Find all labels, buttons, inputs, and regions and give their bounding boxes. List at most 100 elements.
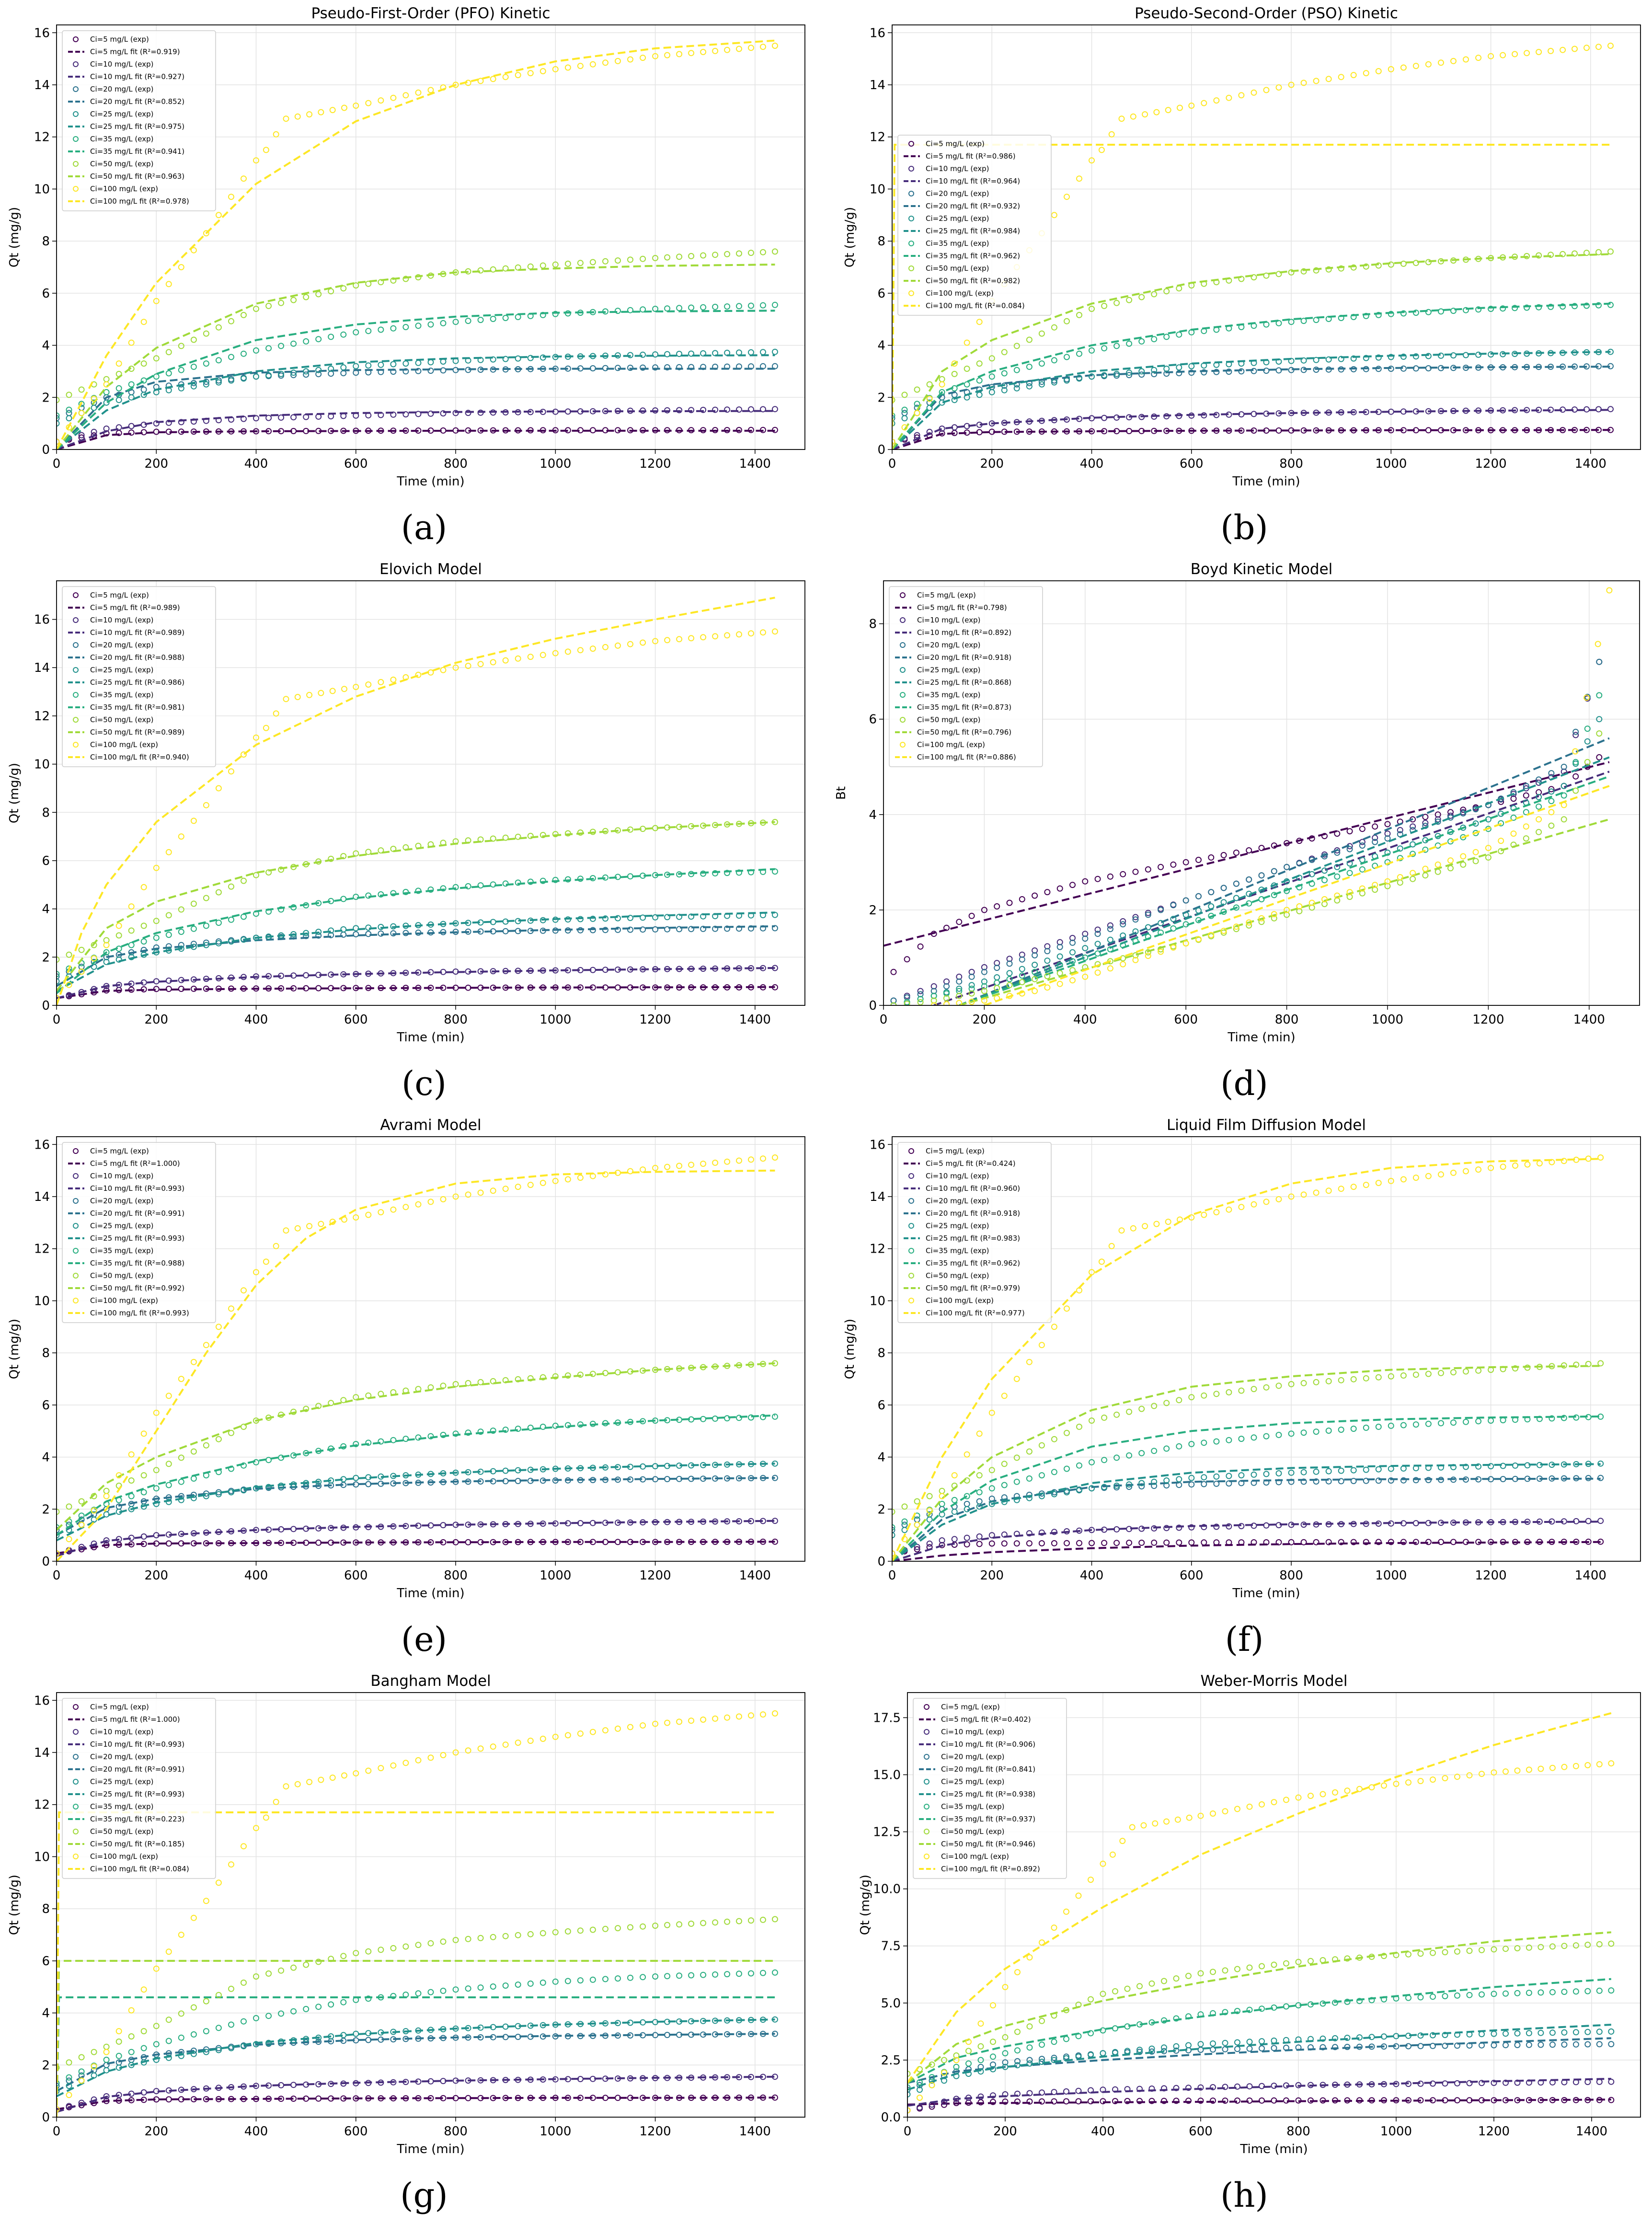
exp-point [1006, 992, 1013, 999]
exp-point [907, 2091, 911, 2097]
exp-point [1222, 1967, 1228, 1974]
exp-point [676, 2095, 683, 2101]
exp-point [1319, 1957, 1326, 1963]
exp-point [892, 1527, 895, 1533]
exp-point [964, 423, 970, 429]
exp-point [964, 1477, 970, 1484]
x-tick-label: 0 [53, 1013, 61, 1027]
exp-point [1101, 428, 1108, 435]
legend-entry: Ci=5 mg/L (exp) [941, 1703, 1000, 1711]
exp-point [736, 363, 742, 370]
exp-point [1346, 860, 1353, 867]
legend-marker [924, 1754, 929, 1760]
exp-point [1488, 1539, 1494, 1545]
exp-point [1296, 860, 1303, 867]
exp-point [1210, 2046, 1216, 2053]
exp-point [477, 267, 484, 274]
x-tick-label: 1200 [1472, 1013, 1504, 1027]
exp-point [652, 984, 659, 991]
legend-marker [908, 1223, 914, 1229]
exp-point [1572, 406, 1578, 413]
exp-point [1197, 1970, 1204, 1977]
exp-point [253, 1540, 259, 1546]
exp-point [712, 925, 719, 932]
exp-point [1130, 113, 1136, 120]
exp-point [402, 1480, 409, 1487]
exp-point [178, 1531, 184, 1537]
exp-point [502, 1741, 509, 1748]
exp-point [1381, 2097, 1387, 2104]
exp-point [712, 1462, 719, 1468]
exp-point [1019, 896, 1025, 902]
exp-point [1271, 842, 1277, 849]
exp-point [165, 387, 172, 393]
exp-point [265, 985, 272, 992]
exp-point [1226, 1437, 1232, 1443]
exp-point [1226, 1206, 1232, 1213]
exp-point [303, 2005, 310, 2012]
legend-marker [73, 1829, 79, 1834]
exp-point [153, 2056, 160, 2063]
exp-point [589, 927, 596, 933]
fit-line [883, 761, 1610, 947]
exp-point [712, 1715, 719, 1722]
exp-point [664, 407, 671, 414]
exp-point [1585, 1461, 1592, 1467]
exp-point [165, 932, 172, 938]
legend-entry: Ci=50 mg/L (exp) [917, 715, 980, 724]
fit-line [907, 1712, 1612, 2084]
exp-point [552, 2021, 559, 2028]
exp-point [577, 1520, 584, 1526]
exp-point [724, 1158, 731, 1165]
exp-point [652, 427, 659, 434]
exp-point [1158, 907, 1164, 913]
exp-point [1108, 131, 1115, 138]
exp-point [1463, 56, 1469, 63]
y-tick-label: 16 [34, 1694, 50, 1708]
legend-entry: Ci=35 mg/L (exp) [90, 1246, 153, 1255]
exp-point [1338, 265, 1344, 272]
exp-point [1548, 252, 1554, 258]
exp-point [1572, 732, 1579, 738]
exp-point [190, 925, 197, 932]
exp-point [402, 1523, 409, 1530]
exp-point [278, 1526, 285, 1533]
exp-point [415, 842, 422, 849]
exp-point [1185, 2042, 1192, 2049]
exp-point [440, 410, 447, 417]
exp-point [602, 258, 608, 265]
exp-point [1463, 365, 1469, 371]
exp-point [1485, 854, 1491, 861]
exp-point [490, 984, 496, 991]
exp-point [402, 969, 409, 976]
exp-point [490, 1539, 496, 1545]
exp-point [688, 1717, 695, 1724]
exp-point [772, 628, 778, 635]
exp-point [760, 925, 766, 932]
exp-point [1334, 892, 1341, 899]
exp-point [539, 832, 546, 838]
exp-point [1120, 942, 1126, 948]
exp-point [539, 652, 546, 658]
exp-point [165, 1498, 172, 1505]
exp-point [1151, 1448, 1158, 1454]
exp-point [502, 928, 509, 934]
exp-point [502, 409, 509, 415]
exp-point [724, 2074, 731, 2081]
exp-point [627, 873, 633, 880]
exp-point [1152, 1820, 1159, 1827]
exp-point [340, 926, 347, 933]
exp-point [1213, 1438, 1220, 1445]
exp-point [1170, 861, 1177, 868]
exp-point [1363, 1466, 1369, 1473]
exp-point [1363, 355, 1369, 361]
exp-point [1332, 2035, 1338, 2041]
exp-point [1076, 1423, 1082, 1430]
exp-point [306, 1779, 313, 1786]
exp-point [103, 958, 110, 965]
exp-point [128, 1541, 135, 1548]
exp-point [1524, 350, 1530, 357]
exp-point [1163, 366, 1170, 372]
exp-point [1001, 1531, 1008, 1538]
